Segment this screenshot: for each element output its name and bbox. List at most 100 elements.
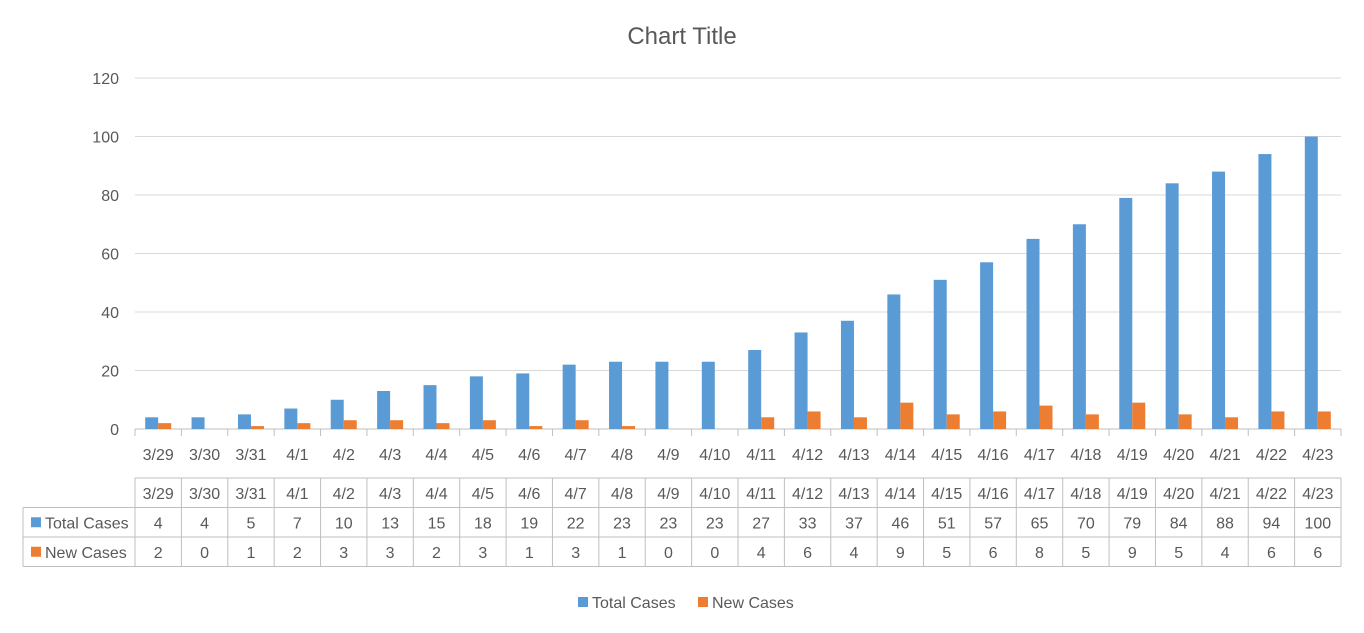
y-tick-label: 40	[101, 305, 119, 322]
bar	[469, 376, 483, 429]
table-header-cell: 4/15	[931, 486, 962, 503]
bar	[529, 426, 543, 429]
table-value-cell: 5	[1081, 545, 1090, 562]
bar	[794, 332, 808, 429]
legend-label: Total Cases	[592, 595, 676, 612]
x-tick-label: 4/21	[1209, 447, 1240, 464]
bar	[516, 373, 530, 429]
x-tick-label: 4/14	[885, 447, 916, 464]
table-header-cell: 4/3	[379, 486, 401, 503]
bar	[840, 320, 854, 429]
legend-label: New Cases	[712, 595, 794, 612]
table-header-cell: 4/6	[518, 486, 540, 503]
x-tick-label: 4/12	[792, 447, 823, 464]
table-value-cell: 1	[525, 545, 534, 562]
x-tick-label: 4/4	[425, 447, 447, 464]
table-header-cell: 4/18	[1070, 486, 1101, 503]
bar	[980, 262, 994, 429]
legend-key	[578, 597, 588, 607]
x-tick-label: 4/19	[1117, 447, 1148, 464]
bar	[900, 402, 914, 429]
bar	[748, 350, 762, 429]
table-value-cell: 51	[938, 515, 956, 532]
table-value-cell: 84	[1170, 515, 1188, 532]
bar	[562, 364, 576, 429]
table-value-cell: 37	[845, 515, 863, 532]
table-header-cell: 4/8	[611, 486, 633, 503]
table-value-cell: 22	[567, 515, 585, 532]
legend: Total Cases New Cases	[578, 595, 794, 612]
x-tick-label: 4/11	[746, 447, 776, 464]
bar	[853, 417, 867, 429]
table-value-cell: 4	[154, 515, 163, 532]
x-tick-label: 4/22	[1256, 447, 1287, 464]
table-value-cell: 57	[984, 515, 1002, 532]
table-value-cell: 79	[1123, 515, 1141, 532]
table-value-cell: 46	[891, 515, 909, 532]
table-value-cell: 3	[386, 545, 395, 562]
x-tick-label: 4/18	[1070, 447, 1101, 464]
table-header-cell: 4/10	[699, 486, 730, 503]
x-axis: 3/29 3/30 3/31 4/1 4/2 4/3 4/4 4/5 4/6 4/7 4/8 4/9 4…	[134, 429, 1342, 464]
table-value-cell: 9	[896, 545, 905, 562]
bar	[158, 423, 172, 429]
table-header-cell: 4/14	[885, 486, 916, 503]
y-tick-label: 120	[92, 71, 119, 88]
table-legend-key	[31, 546, 41, 557]
table-value-cell: 9	[1128, 545, 1137, 562]
bar	[655, 361, 669, 429]
bar	[575, 420, 589, 429]
x-tick-label: 4/1	[286, 447, 308, 464]
bar	[330, 399, 344, 429]
y-axis-labels: 0 20 40 60 80 100 120	[92, 71, 119, 439]
x-tick-label: 4/13	[838, 447, 869, 464]
bar	[1225, 417, 1239, 429]
x-tick-label: 4/3	[379, 447, 401, 464]
table-value-cell: 23	[613, 515, 631, 532]
x-tick-label: 4/2	[333, 447, 355, 464]
x-tick-label: 4/7	[565, 447, 587, 464]
table-value-cell: 1	[618, 545, 627, 562]
bar	[1165, 183, 1179, 429]
bar	[622, 426, 636, 429]
table-value-cell: 4	[850, 545, 859, 562]
table-value-cell: 18	[474, 515, 492, 532]
bar	[1072, 224, 1086, 429]
table-value-cell: 6	[1267, 545, 1276, 562]
table-value-cell: 3	[478, 545, 487, 562]
bar	[284, 408, 298, 429]
bar	[250, 426, 264, 429]
table-value-cell: 13	[381, 515, 399, 532]
data-table: 3/29 3/30 3/31 4/1 4/2 4/3 4/4 4/5 4/6 4/7 4/8 4/9 4…	[22, 477, 1342, 567]
table-header-cell: 4/2	[333, 486, 355, 503]
bar	[1258, 154, 1272, 430]
table-value-cell: 15	[428, 515, 446, 532]
bar	[436, 423, 450, 429]
y-tick-label: 0	[110, 422, 119, 439]
x-tick-label: 4/15	[931, 447, 962, 464]
bar	[191, 417, 205, 429]
table-value-cell: 100	[1304, 515, 1331, 532]
chart-title: Chart Title	[627, 23, 736, 50]
bar	[237, 414, 251, 429]
table-value-cell: 8	[1035, 545, 1044, 562]
table-header-cell: 4/17	[1024, 486, 1055, 503]
table-value-cell: 23	[706, 515, 724, 532]
table-value-cell: 23	[660, 515, 678, 532]
table-header-cell: 4/5	[472, 486, 494, 503]
table-value-cell: 19	[520, 515, 538, 532]
bar	[1039, 405, 1053, 429]
table-header-cell: 3/30	[189, 486, 220, 503]
y-tick-label: 100	[92, 130, 119, 147]
bar	[1317, 411, 1331, 429]
table-value-cell: 0	[664, 545, 673, 562]
table-value-cell: 2	[154, 545, 163, 562]
table-header-cell: 4/21	[1209, 486, 1240, 503]
table-value-cell: 7	[293, 515, 302, 532]
x-tick-label: 3/30	[189, 447, 220, 464]
x-tick-label: 3/31	[235, 447, 266, 464]
y-tick-label: 60	[101, 247, 119, 264]
bar	[993, 411, 1007, 429]
table-header-cell: 4/13	[838, 486, 869, 503]
table-header-cell: 4/11	[746, 486, 776, 503]
